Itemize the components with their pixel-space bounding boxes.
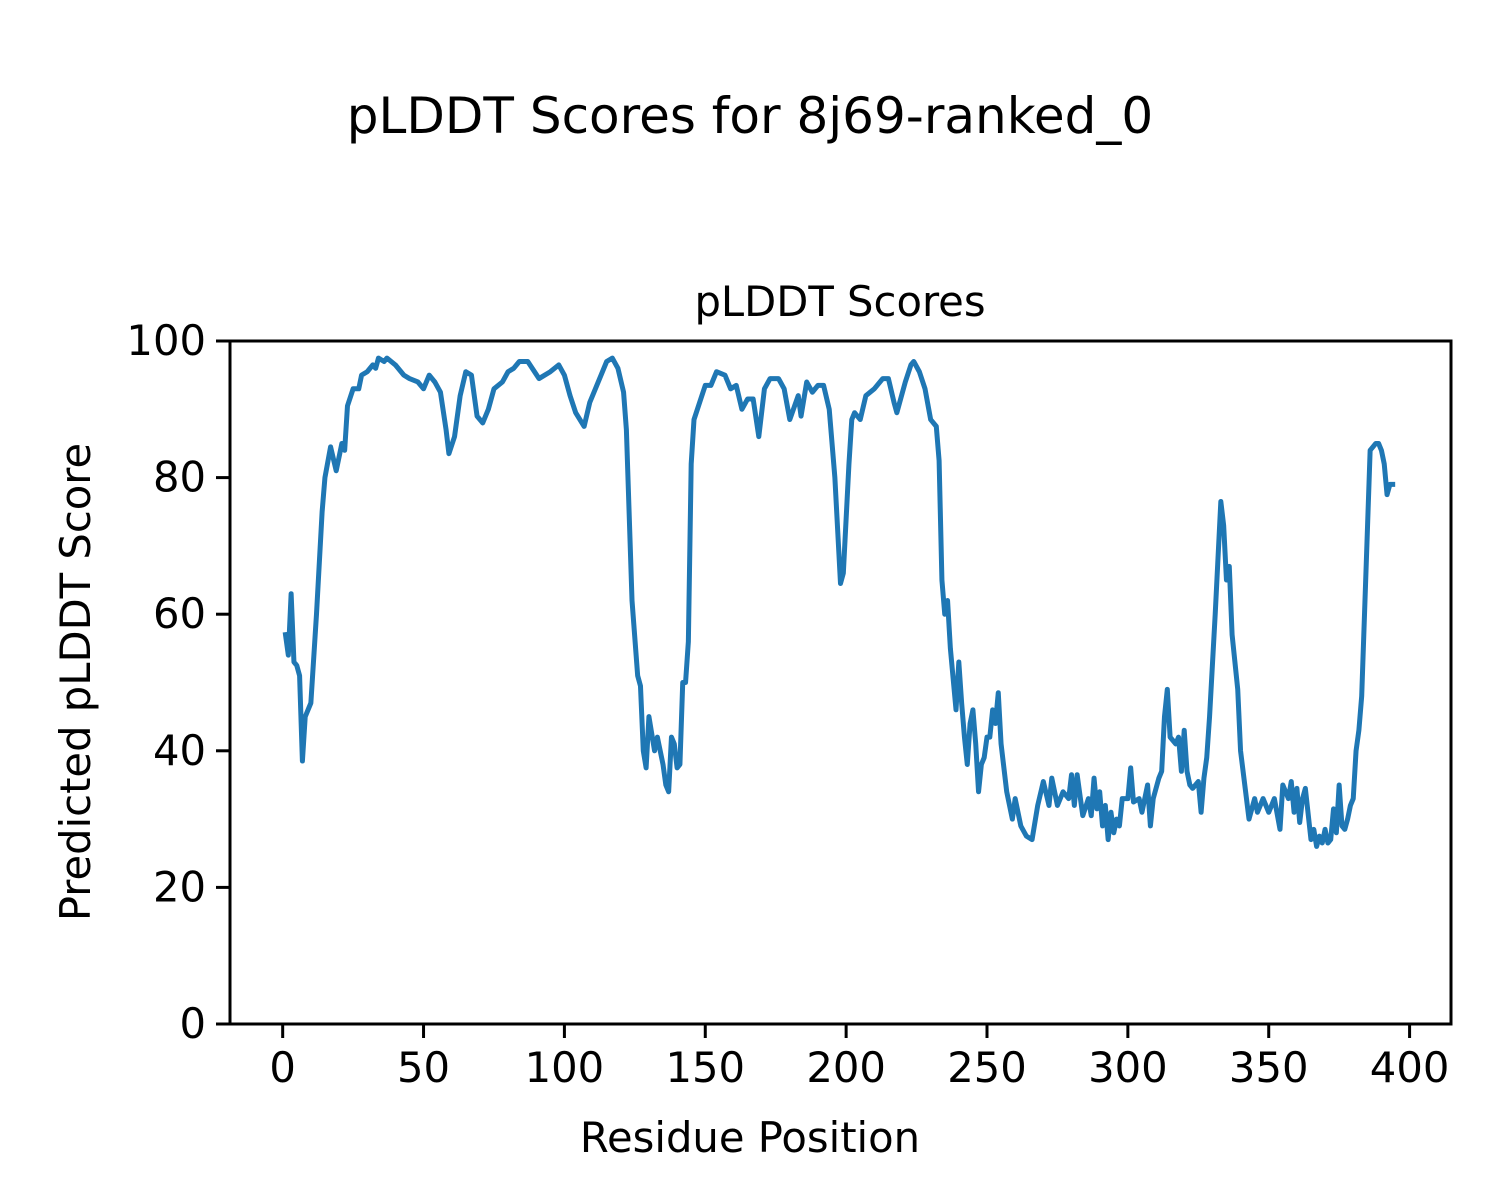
y-axis-title: Predicted pLDDT Score bbox=[51, 443, 100, 921]
chart-subtitle: pLDDT Scores bbox=[694, 277, 985, 326]
y-tick-label: 100 bbox=[126, 316, 206, 365]
x-tick-label: 100 bbox=[525, 1043, 605, 1092]
data-line bbox=[282, 355, 1396, 849]
x-tick-label: 400 bbox=[1370, 1043, 1450, 1092]
x-tick-label: 150 bbox=[665, 1043, 745, 1092]
plot-frame bbox=[228, 339, 1453, 1026]
chart-title: pLDDT Scores for 8j69-ranked_0 bbox=[347, 87, 1153, 145]
y-tick-label: 60 bbox=[153, 589, 206, 638]
y-tick-label: 0 bbox=[179, 999, 206, 1048]
x-tick-label: 0 bbox=[269, 1043, 296, 1092]
x-tick-label: 250 bbox=[947, 1043, 1027, 1092]
y-tick-label: 40 bbox=[153, 726, 206, 775]
y-tick-label: 80 bbox=[153, 453, 206, 502]
x-tick-label: 50 bbox=[397, 1043, 450, 1092]
x-tick-label: 200 bbox=[806, 1043, 886, 1092]
x-axis-title: Residue Position bbox=[580, 1113, 920, 1162]
x-tick-label: 350 bbox=[1229, 1043, 1309, 1092]
x-tick-label: 300 bbox=[1088, 1043, 1168, 1092]
y-tick-label: 20 bbox=[153, 862, 206, 911]
